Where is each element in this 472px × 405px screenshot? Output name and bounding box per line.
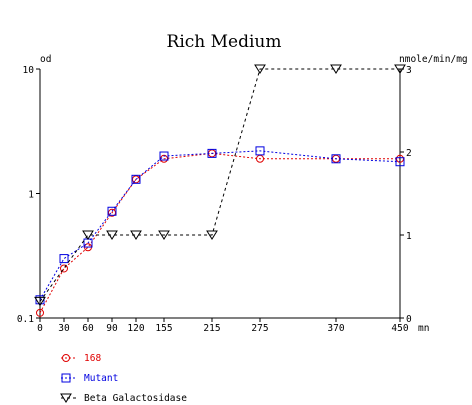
x-tick-label: 155 xyxy=(155,323,172,334)
x-tick-label: 215 xyxy=(203,323,220,334)
right-tick-label: 3 xyxy=(406,65,412,76)
legend-label: Beta Galactosidase xyxy=(84,393,187,404)
right-tick-label: 2 xyxy=(406,148,412,159)
left-tick-label: 10 xyxy=(23,65,35,76)
data-point-triangle xyxy=(330,64,342,74)
legend-label: Mutant xyxy=(84,373,118,384)
data-point-triangle xyxy=(394,64,406,74)
left-tick-label: 0.1 xyxy=(17,314,34,325)
data-point-circle xyxy=(60,264,68,273)
x-tick-label: 30 xyxy=(58,323,70,334)
data-point-square xyxy=(107,206,117,216)
data-point-square xyxy=(207,148,217,158)
x-axis-unit-label: mn xyxy=(418,323,429,334)
x-tick-label: 275 xyxy=(251,323,268,334)
x-tick-label: 60 xyxy=(82,323,94,334)
right-axis-label: nmole/min/mg xyxy=(399,54,468,65)
right-tick-label: 1 xyxy=(406,231,412,242)
x-tick-label: 0 xyxy=(37,323,43,334)
data-point-triangle xyxy=(60,393,72,403)
series-triangle-down xyxy=(34,64,406,307)
legend-item: Mutant xyxy=(61,373,118,384)
data-point-triangle xyxy=(130,230,142,240)
legend-item: Beta Galactosidase xyxy=(60,393,187,404)
x-tick-label: 370 xyxy=(327,323,344,334)
data-point-square xyxy=(131,174,141,184)
data-point-square xyxy=(59,254,69,264)
right-tick-label: 0 xyxy=(406,314,412,325)
data-point-triangle xyxy=(34,296,46,307)
data-point-triangle xyxy=(206,230,218,240)
legend: 168 Mutant Beta Galactosidase xyxy=(60,353,187,404)
x-tick-label: 450 xyxy=(391,323,408,334)
data-point-square xyxy=(255,146,265,156)
data-point-triangle xyxy=(158,230,170,240)
series-line xyxy=(39,68,400,302)
data-point-triangle xyxy=(254,64,266,74)
data-point-triangle xyxy=(106,230,118,240)
data-point-square xyxy=(61,373,71,383)
data-point-square xyxy=(159,151,169,161)
chart-title: Rich Medium xyxy=(167,32,282,52)
legend-item: 168 xyxy=(61,353,101,364)
data-point-square xyxy=(395,157,405,167)
x-tick-label: 90 xyxy=(106,323,118,334)
left-tick-label: 1 xyxy=(28,190,34,201)
series-layer xyxy=(34,64,406,317)
data-point-circle xyxy=(36,308,44,317)
legend-label: 168 xyxy=(84,353,101,364)
data-point-circle xyxy=(62,354,70,362)
left-axis-label: od xyxy=(40,54,51,65)
data-point-triangle xyxy=(82,230,94,240)
x-tick-label: 120 xyxy=(127,323,144,334)
data-point-square xyxy=(331,154,341,164)
